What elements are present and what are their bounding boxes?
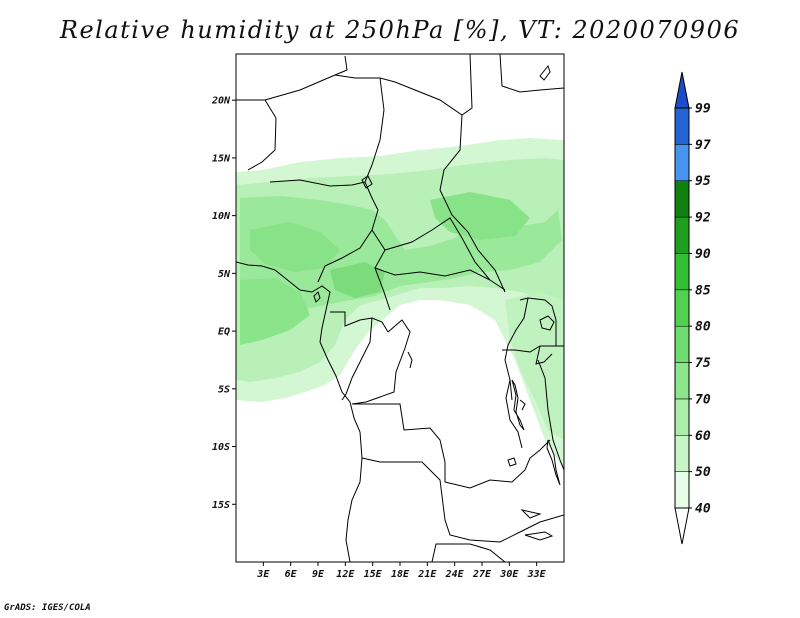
border-6 <box>269 179 366 187</box>
humidity-shading <box>236 54 564 562</box>
lake-kivu <box>519 399 526 411</box>
humidity-patch-75a <box>250 222 340 272</box>
border-24 <box>499 54 564 93</box>
lon-tick-label: 3E <box>256 569 270 580</box>
dry-north <box>236 54 564 172</box>
colorbar-bin <box>674 180 690 218</box>
border-11 <box>330 311 389 333</box>
border-13 <box>351 319 411 405</box>
colorbar-label: 60 <box>695 429 711 444</box>
humidity-patch-75c <box>240 278 310 345</box>
lake-bangweulu <box>520 509 542 519</box>
colorbar-bin <box>674 435 690 472</box>
dry-region <box>236 312 564 562</box>
coastline-west <box>236 261 363 562</box>
humidity-patch-75b <box>430 192 530 240</box>
colorbar-label: 70 <box>695 392 711 407</box>
border-15 <box>361 457 564 543</box>
border-7 <box>317 209 379 283</box>
border-5 <box>439 114 506 293</box>
colorbar-label: 85 <box>695 283 711 298</box>
grads-credit: GrADS: IGES/COLA <box>4 603 91 613</box>
latitude-axis: 20N 15N 10N 5N EQ 5S 10S 15S <box>211 96 236 511</box>
colorbar-bin <box>674 253 690 291</box>
border-21 <box>505 379 523 449</box>
colorbar-label: 90 <box>695 247 711 262</box>
colorbar-outline <box>674 107 690 509</box>
border-9 <box>384 217 491 281</box>
lon-tick-label: 15E <box>364 569 383 580</box>
colorbar-bin <box>674 107 690 145</box>
lon-tick-label: 12E <box>336 569 355 580</box>
colorbar-bin <box>674 325 690 363</box>
border-17 <box>431 543 506 562</box>
border-12 <box>341 317 373 401</box>
lat-tick-label: 5S <box>218 384 230 395</box>
colorbar-bin <box>674 471 690 509</box>
colorbar-bin <box>674 71 690 109</box>
lon-tick-label: 18E <box>391 569 410 580</box>
lon-tick-label: 9E <box>312 569 325 580</box>
border-18 <box>502 345 564 353</box>
colorbar-bin <box>674 144 690 181</box>
lon-tick-label: 33E <box>527 569 547 580</box>
lat-tick-label: EQ <box>218 327 230 338</box>
lat-tick-label: 10S <box>212 442 230 453</box>
lake-mweru <box>507 457 517 467</box>
lake-malawi <box>546 439 561 486</box>
lat-tick-label: 5N <box>218 269 231 280</box>
lon-tick-label: 27E <box>472 569 492 580</box>
lon-tick-label: 21E <box>417 569 437 580</box>
country-borders <box>236 54 564 562</box>
colorbar-label: 80 <box>695 320 711 335</box>
colorbar-label: 95 <box>695 174 711 189</box>
map-title: Relative humidity at 250hPa [%], VT: 202… <box>59 16 741 44</box>
lat-tick-label: 15N <box>212 153 231 164</box>
border-16 <box>444 439 551 489</box>
border-4 <box>364 77 385 211</box>
border-22 <box>537 359 564 471</box>
colorbar-bin <box>674 216 690 254</box>
border-3 <box>334 54 473 116</box>
lat-tick-label: 20N <box>211 96 231 107</box>
humidity-patch-east <box>505 292 564 440</box>
lake-cahora <box>524 531 554 541</box>
colorbar-label: 75 <box>695 356 711 371</box>
island-bioko <box>313 291 321 303</box>
lon-tick-label: 24E <box>445 569 465 580</box>
longitude-axis: 3E 6E 9E 12E 15E 18E 21E 24E 27E 30E 33E <box>256 562 547 580</box>
border-25 <box>539 64 551 81</box>
colorbar-label: 97 <box>695 138 711 153</box>
lake-victoria <box>539 315 555 331</box>
lat-tick-label: 15S <box>212 500 230 511</box>
humidity-patch-80 <box>330 262 385 298</box>
border-14 <box>352 403 446 482</box>
border-10 <box>374 267 506 291</box>
colorbar-label: 50 <box>695 465 711 480</box>
lake-chad <box>361 175 373 189</box>
colorbar-bin <box>674 362 690 400</box>
lat-tick-label: 10N <box>212 211 231 222</box>
colorbar-label: 99 <box>695 102 711 117</box>
colorbar-bin <box>674 507 690 545</box>
lake-tanganyika <box>511 379 525 431</box>
lon-tick-label: 30E <box>499 569 519 580</box>
colorbar-bin <box>674 398 690 436</box>
colorbar-bin <box>674 289 690 327</box>
colorbar-label: 40 <box>695 502 711 517</box>
border-19 <box>519 297 557 346</box>
border-23 <box>535 345 553 365</box>
border-1 <box>236 99 277 171</box>
lon-tick-label: 6E <box>285 569 298 580</box>
colorbar: 40 50 60 70 75 80 85 90 92 95 97 99 <box>674 71 711 545</box>
colorbar-label: 92 <box>695 211 711 226</box>
river-congo <box>407 351 413 369</box>
